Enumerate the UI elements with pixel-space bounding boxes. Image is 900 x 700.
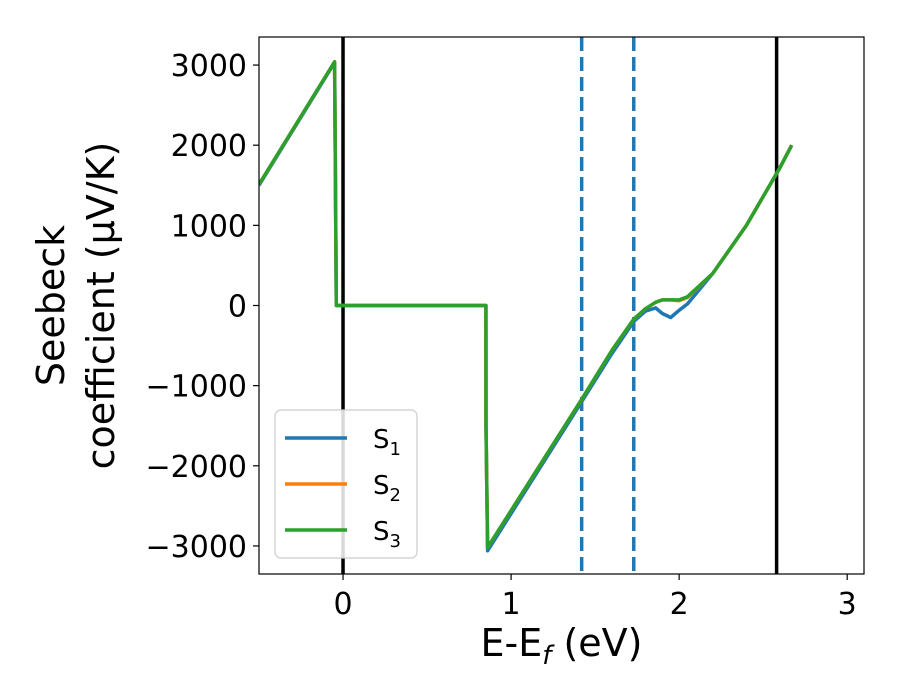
x-axis-label-main: E-E <box>481 621 543 665</box>
legend-label-1: S1 <box>373 425 401 460</box>
x-tick-label: 1 <box>502 587 521 622</box>
plot-area <box>259 37 794 574</box>
legend: S1 S2 S3 <box>274 409 418 559</box>
ticks: 0 1 2 3 −3000 −2000 −1000 0 1000 2000 3000 <box>146 49 857 622</box>
x-axis-label-unit: (eV) <box>551 621 642 665</box>
y-axis-label-line1: Seebeck <box>29 225 73 386</box>
x-axis-label: E-Ef (eV) <box>481 621 643 671</box>
y-axis-label-line2: coefficient (μV/K) <box>79 142 123 470</box>
series-line-3 <box>259 60 794 550</box>
y-tick-label: −2000 <box>146 450 247 485</box>
legend-label-3: S3 <box>373 517 401 552</box>
y-tick-label: 0 <box>228 290 247 325</box>
x-tick-label: 0 <box>333 587 352 622</box>
x-tick-label: 2 <box>670 587 689 622</box>
x-tick-label: 3 <box>838 587 857 622</box>
y-tick-label: 2000 <box>171 129 247 164</box>
y-tick-label: 3000 <box>171 49 247 84</box>
legend-label-2: S2 <box>373 471 401 506</box>
y-tick-label: 1000 <box>171 209 247 244</box>
y-tick-label: −3000 <box>146 530 247 565</box>
y-tick-label: −1000 <box>146 370 247 405</box>
y-axis-label: Seebeck coefficient (μV/K) <box>29 142 123 470</box>
